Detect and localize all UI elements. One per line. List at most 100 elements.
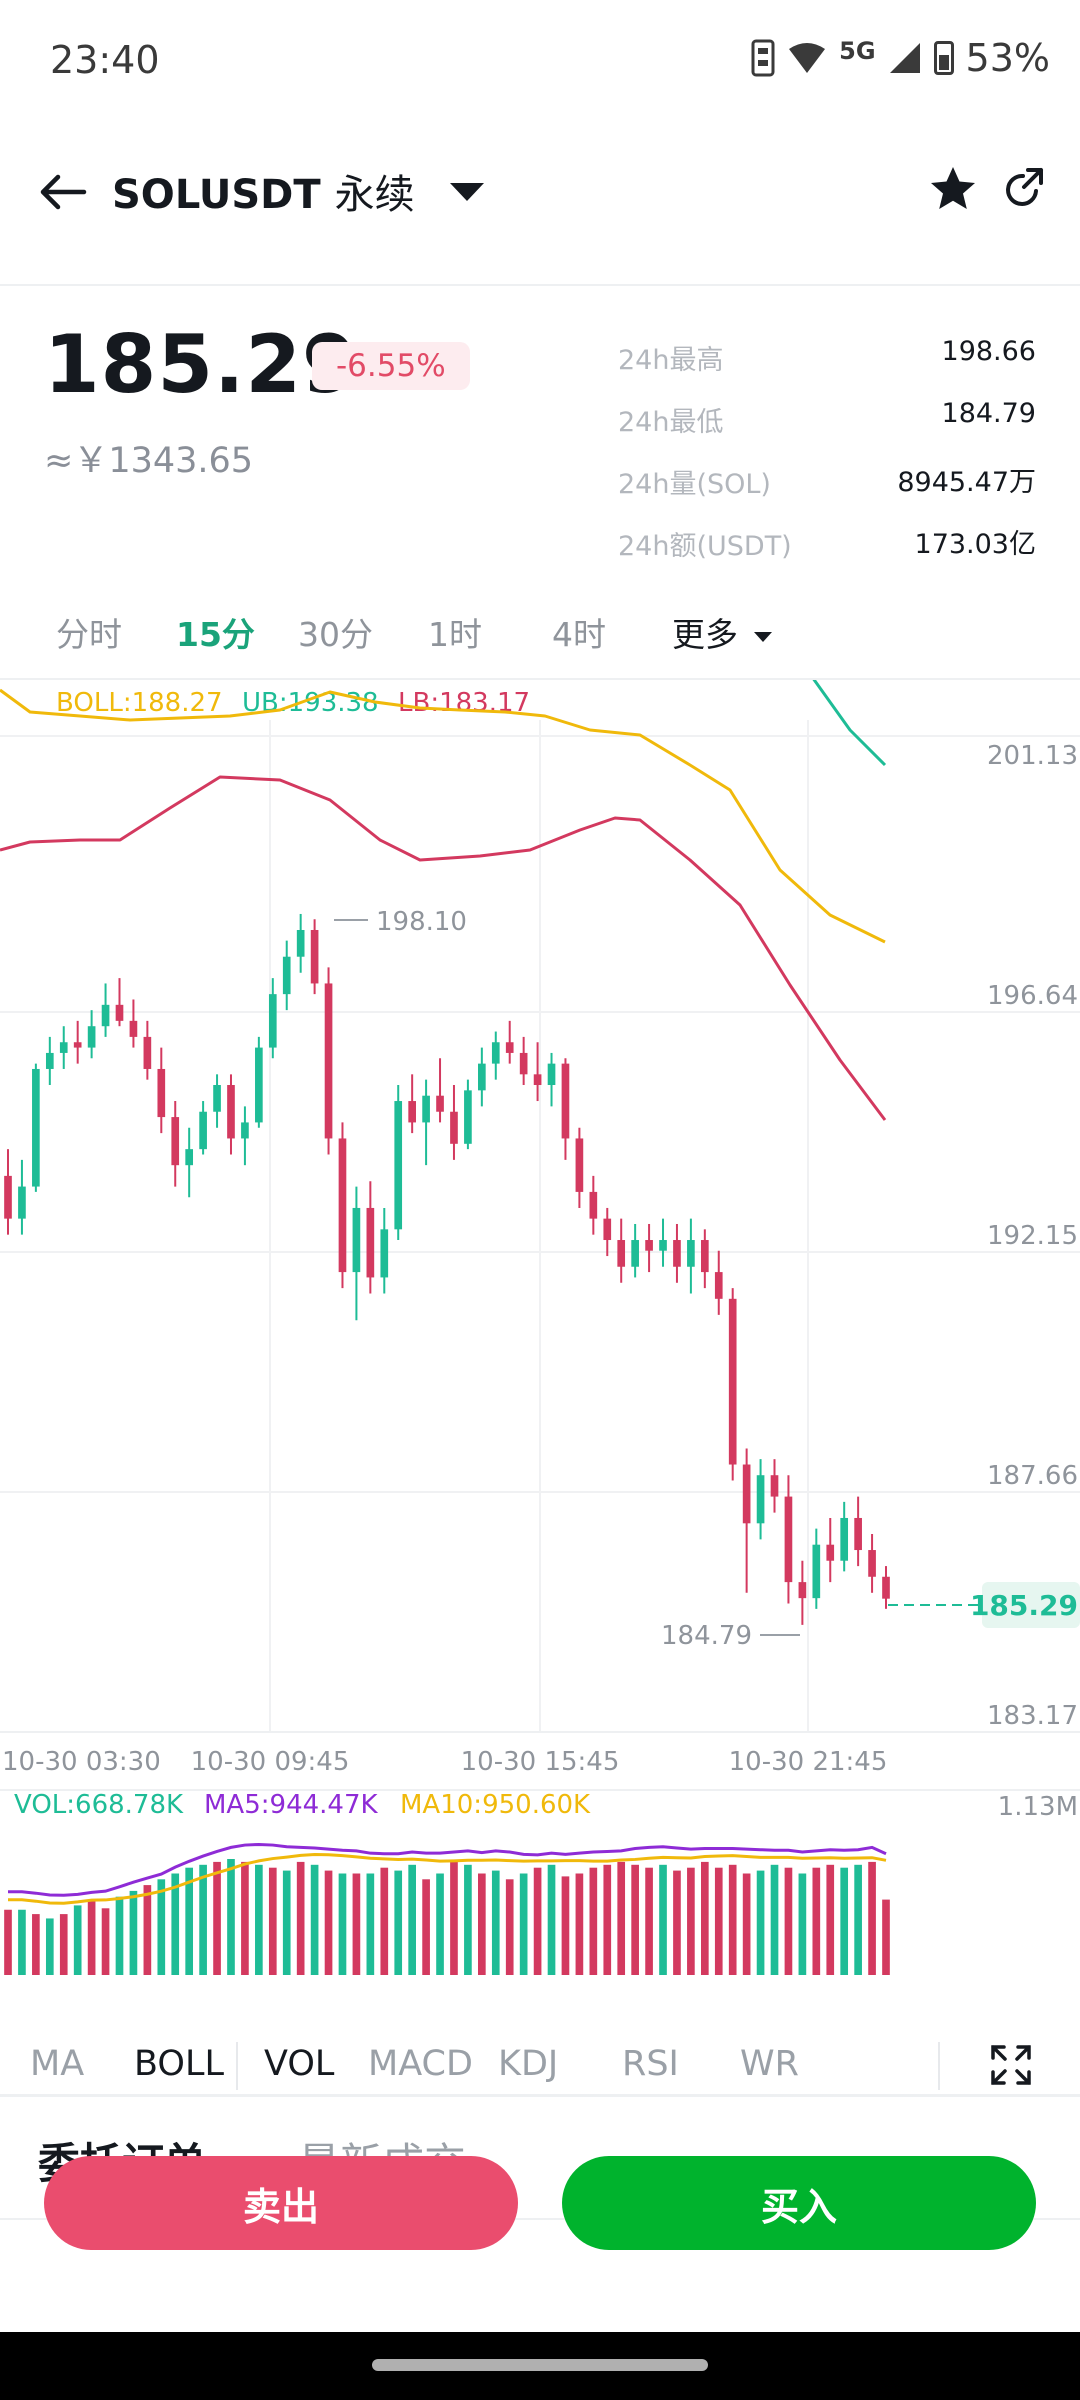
candle-body: [45, 1052, 54, 1069]
volume-bar: [268, 1867, 277, 1975]
indicator-tab-macd[interactable]: MACD: [368, 2044, 473, 2084]
volume-bar: [352, 1873, 361, 1975]
volume-bar: [171, 1873, 180, 1975]
fullscreen-icon[interactable]: [990, 2044, 1032, 2086]
volume-bar: [324, 1870, 333, 1975]
x-tick-label: 10-30 21:45: [729, 1747, 888, 1777]
volume-max-label: 1.13M: [998, 1792, 1078, 1822]
indicator-tab-ma[interactable]: MA: [30, 2044, 85, 2084]
last-price: 185.29: [44, 318, 359, 411]
interval-tab-4h[interactable]: 4时: [552, 615, 606, 654]
interval-more-label: 更多: [672, 615, 738, 654]
candle-body: [310, 929, 319, 984]
candle-body: [868, 1550, 876, 1577]
candle-body: [673, 1240, 681, 1267]
interval-tab-timeshare[interactable]: 分时: [56, 615, 122, 654]
indicator-tab-wr[interactable]: WR: [740, 2044, 799, 2084]
volume-bar: [255, 1864, 263, 1975]
candle-body: [742, 1464, 751, 1524]
volume-bar: [756, 1870, 765, 1975]
volume-bar: [310, 1864, 319, 1975]
indicator-tab-boll[interactable]: BOLL: [134, 2044, 224, 2084]
volume-bar: [742, 1873, 751, 1975]
stat-label-volume: 24h量(SOL): [618, 469, 771, 500]
candle-body: [770, 1475, 779, 1497]
candle-body: [714, 1272, 723, 1299]
wifi-icon: [789, 43, 826, 73]
back-arrow-icon[interactable]: [38, 172, 88, 212]
kline-chart[interactable]: 201.13 196.64 192.15 187.66 183.17 10-30…: [0, 680, 1080, 1980]
candle-body: [631, 1240, 639, 1267]
symbol-title[interactable]: SOLUSDT 永续: [112, 162, 415, 220]
volume-bar: [478, 1873, 486, 1975]
candle-body: [519, 1052, 528, 1075]
candle-body: [338, 1138, 347, 1273]
dropdown-caret-icon[interactable]: [448, 180, 486, 204]
volume-bar: [157, 1879, 166, 1975]
volume-bar: [199, 1864, 207, 1975]
candle-body: [241, 1122, 249, 1139]
candle-body: [59, 1042, 68, 1053]
volume-bar: [603, 1864, 612, 1975]
price-change-badge: -6.55%: [312, 342, 470, 390]
star-icon[interactable]: [928, 164, 978, 214]
volume-bar: [241, 1861, 249, 1975]
candle-body: [687, 1240, 695, 1267]
indicator-tab-kdj[interactable]: KDJ: [498, 2044, 559, 2084]
interval-tab-30m[interactable]: 30分: [298, 615, 373, 654]
indicator-tab-rsi[interactable]: RSI: [622, 2044, 679, 2084]
stat-label-turnover: 24h额(USDT): [618, 531, 792, 562]
candle-body: [18, 1186, 26, 1219]
candle-body: [4, 1175, 12, 1219]
volume-bar: [533, 1867, 542, 1975]
candle-body: [296, 929, 305, 957]
home-indicator[interactable]: [372, 2359, 708, 2371]
status-icons: 5G 53%: [751, 36, 1050, 80]
volume-bar: [812, 1867, 821, 1975]
buy-button[interactable]: 买入: [562, 2156, 1036, 2250]
indicator-tabs-divider: [0, 2094, 1080, 2097]
volume-bar: [700, 1861, 709, 1975]
volume-bar: [798, 1873, 807, 1975]
volume-bar: [826, 1864, 835, 1975]
candle-body: [575, 1138, 584, 1192]
indicator-tab-vol[interactable]: VOL: [264, 2044, 335, 2084]
candle-body: [505, 1042, 514, 1053]
volume-bar: [673, 1870, 681, 1975]
volume-bar: [73, 1905, 82, 1975]
boll-legend: BOLL:188.27: [56, 688, 223, 718]
interval-tab-15m[interactable]: 15分: [176, 615, 255, 654]
candle-body: [87, 1026, 96, 1048]
stat-value-volume: 8945.47万: [897, 467, 1036, 498]
x-tick-label: 10-30 15:45: [461, 1747, 620, 1777]
signal-icon: [889, 43, 920, 73]
volume-bar: [491, 1870, 500, 1975]
volume-bar: [4, 1909, 12, 1975]
candle-body: [324, 983, 333, 1139]
interval-tabs: 分时 15分 30分 1时 4时 更多: [0, 598, 1080, 678]
share-icon[interactable]: [1000, 166, 1046, 212]
volume-ma5-line: [8, 1842, 887, 1897]
volume-bar: [519, 1873, 528, 1975]
interval-more-button[interactable]: 更多: [672, 608, 773, 656]
y-tick-label: 183.17: [987, 1701, 1078, 1731]
sell-button[interactable]: 卖出: [44, 2156, 518, 2250]
volume-bar: [436, 1873, 444, 1975]
volume-bar: [659, 1864, 667, 1975]
tab-separator: [938, 2042, 940, 2090]
volume-bar: [784, 1867, 793, 1975]
candle-body: [282, 956, 291, 995]
symbol-name: SOLUSDT: [112, 172, 321, 218]
candle-body: [589, 1191, 598, 1219]
candle-body: [700, 1240, 709, 1273]
interval-divider: [0, 678, 1080, 680]
interval-tab-1h[interactable]: 1时: [428, 615, 482, 654]
candle-body: [213, 1085, 221, 1112]
volume-ma10-line: [8, 1853, 887, 1905]
candle-body: [784, 1496, 793, 1583]
battery-level: 53%: [965, 36, 1050, 80]
candle-body: [352, 1207, 361, 1273]
status-time: 23:40: [50, 38, 160, 82]
sim-icon: [751, 39, 775, 77]
stat-value-low: 184.79: [941, 398, 1036, 429]
